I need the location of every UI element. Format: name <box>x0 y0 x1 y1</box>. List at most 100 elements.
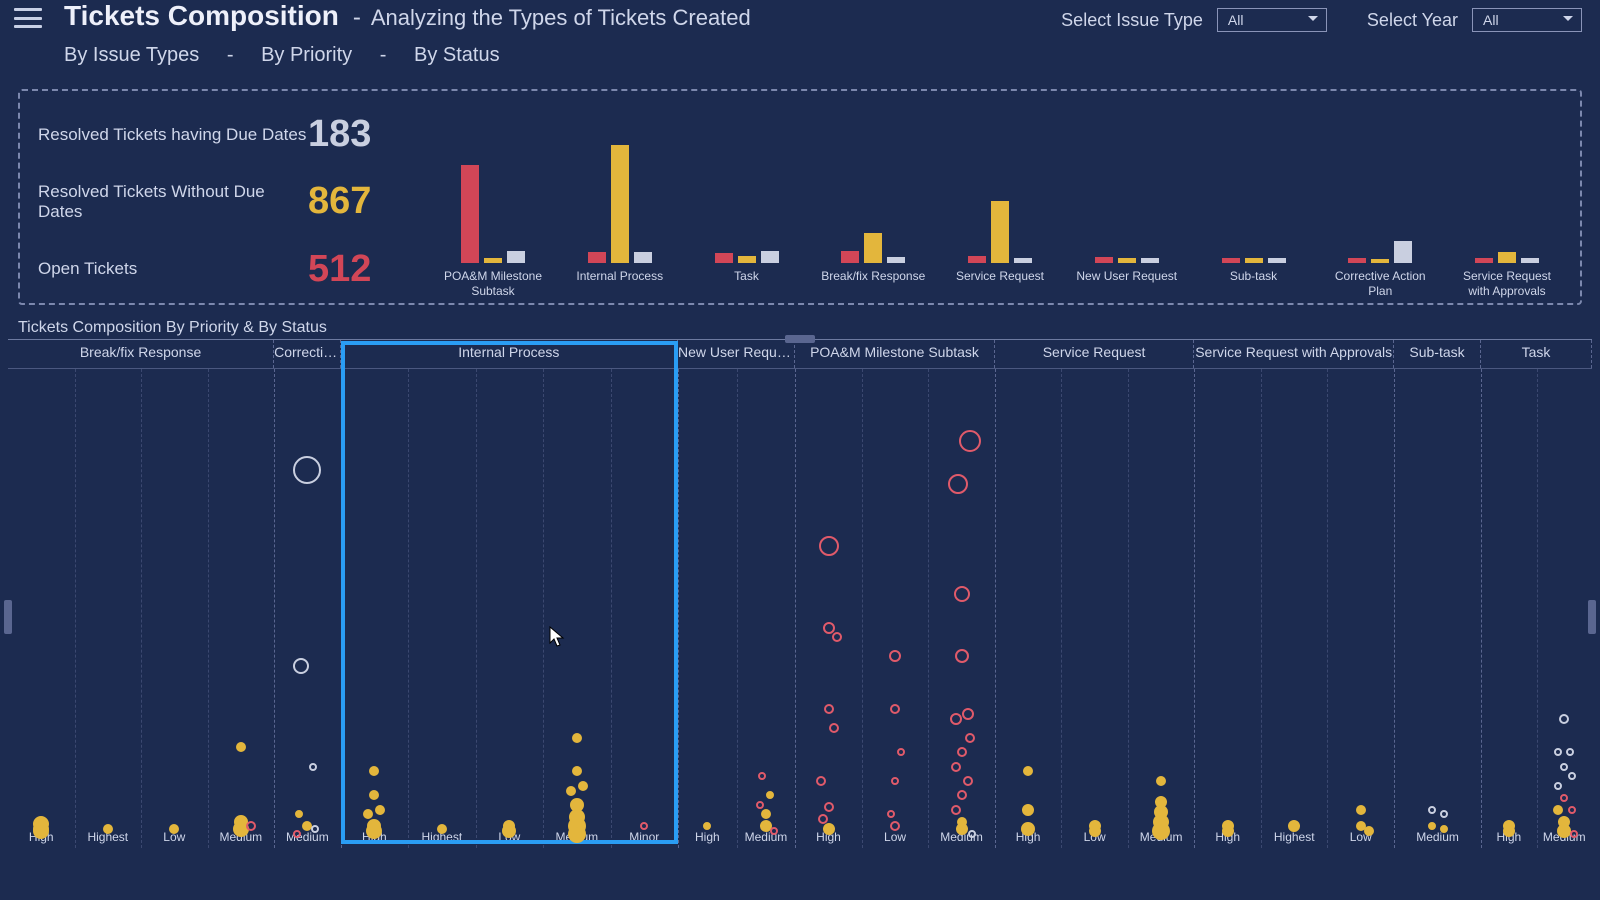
bar[interactable] <box>1498 252 1516 263</box>
scatter-point[interactable] <box>823 823 835 835</box>
panel-header[interactable]: Service Request <box>995 340 1195 368</box>
scatter-point[interactable] <box>1566 748 1574 756</box>
scatter-point[interactable] <box>1021 822 1035 836</box>
scatter-point[interactable] <box>950 713 962 725</box>
bar[interactable] <box>991 201 1009 263</box>
scatter-point[interactable] <box>375 805 385 815</box>
panel-header[interactable]: Corrective… <box>274 340 341 368</box>
bar-group[interactable]: Internal Process <box>565 143 675 301</box>
scatter-point[interactable] <box>236 742 246 752</box>
scatter-point[interactable] <box>897 748 905 756</box>
scatter-point[interactable] <box>1428 806 1436 814</box>
tab-issue-types[interactable]: By Issue Types <box>64 44 199 67</box>
scatter-point[interactable] <box>887 810 895 818</box>
scatter-point[interactable] <box>309 763 317 771</box>
filter-year-select[interactable]: All <box>1472 8 1582 32</box>
scatter-point[interactable] <box>1023 766 1033 776</box>
scatter-point[interactable] <box>640 822 648 830</box>
bar[interactable] <box>507 251 525 263</box>
scatter-point[interactable] <box>437 824 447 834</box>
bar-group[interactable]: New User Request <box>1072 143 1182 301</box>
scatter-point[interactable] <box>1022 804 1034 816</box>
bar[interactable] <box>588 252 606 263</box>
scatter-point[interactable] <box>293 456 321 484</box>
bar[interactable] <box>461 165 479 263</box>
bar[interactable] <box>887 257 905 263</box>
scatter-point[interactable] <box>311 825 319 833</box>
panel-header[interactable]: Internal Process <box>341 340 678 368</box>
scatter-point[interactable] <box>1560 763 1568 771</box>
scatter-point[interactable] <box>1560 794 1568 802</box>
filter-issue-type-select[interactable]: All <box>1217 8 1327 32</box>
scatter-point[interactable] <box>968 830 976 838</box>
scatter-point[interactable] <box>369 790 379 800</box>
scatter-point[interactable] <box>366 823 382 839</box>
bar-group[interactable]: Sub-task <box>1199 143 1309 301</box>
menu-icon[interactable] <box>14 8 42 28</box>
scatter-point[interactable] <box>1428 822 1436 830</box>
bar[interactable] <box>484 258 502 263</box>
bar-group[interactable]: Task <box>692 143 802 301</box>
scatter-point[interactable] <box>766 791 774 799</box>
scatter-point[interactable] <box>1364 826 1374 836</box>
scatter-point[interactable] <box>295 810 303 818</box>
scatter-point[interactable] <box>1568 806 1576 814</box>
scatter-point[interactable] <box>1559 714 1569 724</box>
scatter-point[interactable] <box>293 830 301 838</box>
tab-status[interactable]: By Status <box>414 44 500 67</box>
bar[interactable] <box>1371 259 1389 263</box>
scatter-point[interactable] <box>889 650 901 662</box>
scatter-point[interactable] <box>1222 825 1234 837</box>
scatter-point[interactable] <box>1553 805 1563 815</box>
scatter-point[interactable] <box>1152 822 1170 840</box>
scatter-point[interactable] <box>824 704 834 714</box>
scatter-point[interactable] <box>959 430 981 452</box>
scatter-point[interactable] <box>823 622 835 634</box>
panel-header[interactable]: POA&M Milestone Subtask <box>795 340 995 368</box>
scatter-point[interactable] <box>1440 810 1448 818</box>
scatter-point[interactable] <box>824 802 834 812</box>
scatter-point[interactable] <box>761 809 771 819</box>
scatter-point[interactable] <box>832 632 842 642</box>
bar[interactable] <box>611 145 629 263</box>
scatter-point[interactable] <box>1156 776 1166 786</box>
bar[interactable] <box>1095 257 1113 263</box>
scatter-point[interactable] <box>890 704 900 714</box>
scatter-point[interactable] <box>369 766 379 776</box>
bar-group[interactable]: POA&M Milestone Subtask <box>438 143 548 301</box>
panel-header[interactable]: Service Request with Approvals <box>1194 340 1394 368</box>
scatter-point[interactable] <box>965 733 975 743</box>
scatter-point[interactable] <box>951 805 961 815</box>
bar-group[interactable]: Corrective Action Plan <box>1325 143 1435 301</box>
scatter-point[interactable] <box>1089 825 1101 837</box>
scatter-point[interactable] <box>1440 825 1448 833</box>
scatter-point[interactable] <box>363 809 373 819</box>
scatter-point[interactable] <box>1554 782 1562 790</box>
scatter-point[interactable] <box>1568 772 1576 780</box>
bar[interactable] <box>1222 258 1240 263</box>
scatter-point[interactable] <box>33 823 49 839</box>
scatter-point[interactable] <box>703 822 711 830</box>
scatter-point[interactable] <box>246 821 256 831</box>
scatter-point[interactable] <box>103 824 113 834</box>
scatter-point[interactable] <box>951 762 961 772</box>
scatter-point[interactable] <box>962 708 974 720</box>
scatter-point[interactable] <box>572 766 582 776</box>
scatter-point[interactable] <box>891 777 899 785</box>
bar[interactable] <box>761 251 779 263</box>
bar[interactable] <box>1348 258 1366 263</box>
bar[interactable] <box>1268 258 1286 263</box>
tab-priority[interactable]: By Priority <box>261 44 352 67</box>
bar[interactable] <box>1014 258 1032 263</box>
scatter-point[interactable] <box>957 747 967 757</box>
bar[interactable] <box>738 256 756 263</box>
scatter-point[interactable] <box>770 827 778 835</box>
panel-header[interactable]: Sub-task <box>1394 340 1481 368</box>
resize-handle-top[interactable] <box>785 335 815 343</box>
panel-header[interactable]: New User Request <box>678 340 795 368</box>
scatter-point[interactable] <box>948 474 968 494</box>
scatter-point[interactable] <box>1356 805 1366 815</box>
scatter-point[interactable] <box>568 825 586 843</box>
panel-header[interactable]: Task <box>1481 340 1592 368</box>
bar[interactable] <box>841 251 859 263</box>
